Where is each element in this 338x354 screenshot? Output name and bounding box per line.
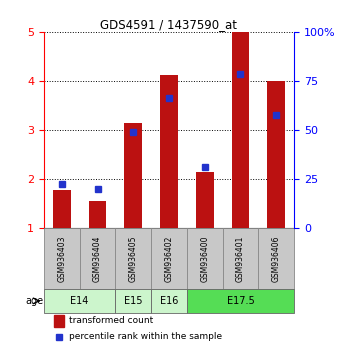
Text: GSM936406: GSM936406 xyxy=(272,235,281,282)
Bar xyxy=(80,228,115,289)
Bar xyxy=(124,122,142,228)
Bar xyxy=(44,228,80,289)
Bar xyxy=(196,172,214,228)
Text: transformed count: transformed count xyxy=(69,316,153,325)
Bar xyxy=(151,228,187,289)
Bar xyxy=(54,315,64,327)
Text: E14: E14 xyxy=(71,296,89,306)
Bar xyxy=(44,289,115,313)
Bar xyxy=(151,289,187,313)
Bar xyxy=(232,32,249,228)
Text: GSM936401: GSM936401 xyxy=(236,235,245,282)
Bar xyxy=(53,190,71,228)
Bar xyxy=(160,75,178,228)
Text: E17.5: E17.5 xyxy=(226,296,254,306)
Text: GSM936404: GSM936404 xyxy=(93,235,102,282)
Text: GSM936405: GSM936405 xyxy=(129,235,138,282)
Text: GSM936400: GSM936400 xyxy=(200,235,209,282)
Text: percentile rank within the sample: percentile rank within the sample xyxy=(69,332,222,341)
Text: E15: E15 xyxy=(124,296,143,306)
Bar xyxy=(89,201,106,228)
Bar xyxy=(223,228,258,289)
Bar xyxy=(258,228,294,289)
Bar xyxy=(187,289,294,313)
Bar xyxy=(267,81,285,228)
Title: GDS4591 / 1437590_at: GDS4591 / 1437590_at xyxy=(100,18,238,31)
Text: age: age xyxy=(25,296,43,306)
Bar xyxy=(115,289,151,313)
Text: GSM936403: GSM936403 xyxy=(57,235,66,282)
Text: GSM936402: GSM936402 xyxy=(165,235,173,282)
Bar xyxy=(115,228,151,289)
Bar xyxy=(187,228,223,289)
Text: E16: E16 xyxy=(160,296,178,306)
